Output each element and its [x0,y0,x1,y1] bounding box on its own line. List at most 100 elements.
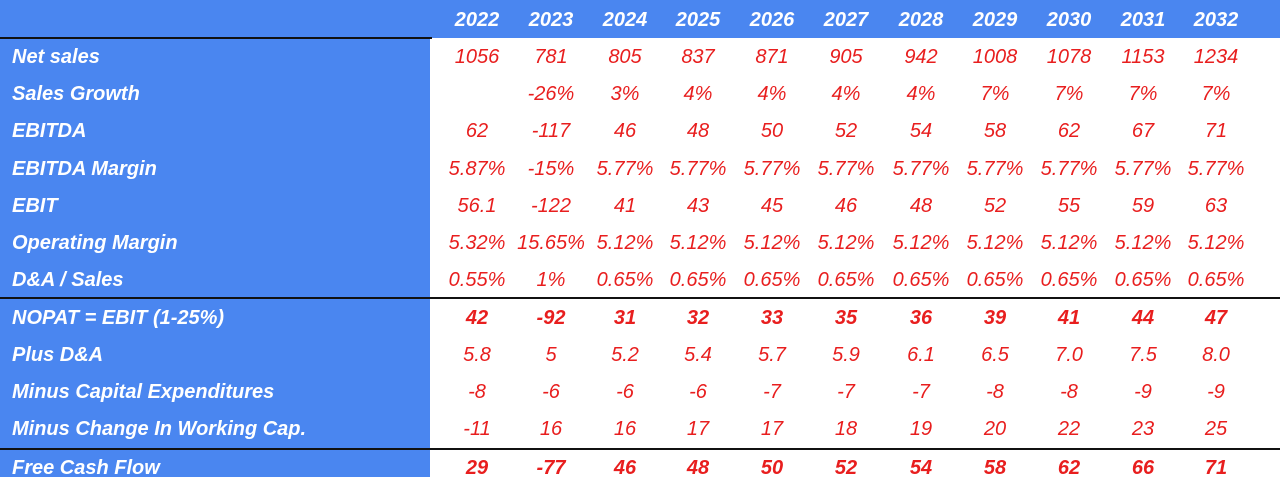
value-cell: -117 [531,120,571,142]
value-cell: -6 [616,381,634,403]
value-cell: 56.1 [457,195,497,217]
value-cell: -77 [536,457,566,477]
value-cell: 45 [760,195,784,217]
value-cell: 55 [1057,195,1081,217]
value-cell: -6 [689,381,707,403]
value-cell: 4% [831,83,861,105]
value-cell: 5.87% [448,158,506,180]
value-cell: 837 [681,46,715,68]
value-cell: 7% [1128,83,1158,105]
value-cell: 5 [545,344,557,366]
value-cell: 16 [539,418,563,440]
value-cell: 7.0 [1055,344,1083,366]
value-cell: 4% [757,83,787,105]
value-cell: 35 [834,307,858,329]
table-row: Sales Growth -26% 3% 4% 4% 4% 4% 7% 7% 7% 7% [0,76,1280,113]
value-cell: 33 [760,307,784,329]
value-cell: 52 [834,457,858,477]
value-cell: 0.65% [1040,269,1098,291]
value-cell: 1056 [454,46,500,68]
value-cell: 1234 [1193,46,1239,68]
value-cell: 1153 [1121,46,1165,68]
value-cell: 59 [1131,195,1155,217]
value-cell: 17 [760,418,784,440]
value-cell: 4% [683,83,713,105]
value-cell: 1008 [972,46,1018,68]
value-cell: 52 [834,120,858,142]
value-cell: 47 [1204,307,1228,329]
value-cell: 42 [465,307,489,329]
value-cell: 5.4 [684,344,712,366]
year-header-cell: 2026 [749,9,795,31]
value-cell: 36 [909,307,933,329]
year-header-cell: 2024 [602,9,648,31]
value-cell: 48 [686,457,710,477]
table-row: Free Cash Flow 29 -77 46 48 50 52 54 58 62 66 71 [0,450,1280,477]
value-cell [440,76,514,113]
year-header-cell: 2029 [972,9,1018,31]
value-cell: -8 [468,381,486,403]
table-row: Net sales 1056 781 805 837 871 905 942 1008 1078 1… [0,39,1280,76]
row-label: D&A / Sales [12,269,124,291]
year-header-cell: 2028 [898,9,944,31]
value-cell: 29 [465,457,489,477]
value-cell: 58 [983,120,1007,142]
value-cell: 905 [829,46,863,68]
table-row: Plus D&A 5.8 5 5.2 5.4 5.7 5.9 6.1 6.5 7.0 7.5 8.0 [0,337,1280,374]
table-row: Operating Margin 5.32% 15.65% 5.12% 5.12% 5.1… [0,225,1280,262]
value-cell: -15% [527,158,575,180]
value-cell: 15.65% [517,232,585,254]
value-cell: 0.65% [1114,269,1172,291]
value-cell: 6.5 [981,344,1009,366]
value-cell: 5.77% [596,158,654,180]
value-cell: 41 [1057,307,1081,329]
row-label: Plus D&A [12,344,104,366]
table-row: EBIT 56.1 -122 41 43 45 46 48 52 55 59 63 [0,188,1280,225]
value-cell: 32 [686,307,710,329]
fcf-divider [0,448,1280,450]
value-cell: 22 [1057,418,1081,440]
value-cell: 5.12% [669,232,727,254]
value-cell: 67 [1131,120,1155,142]
value-cell: 0.65% [669,269,727,291]
value-cell: 54 [909,120,933,142]
value-cell: 5.8 [463,344,491,366]
value-cell: 5.12% [817,232,875,254]
value-cell: 5.77% [1187,158,1245,180]
value-cell: 5.77% [743,158,801,180]
row-label: Minus Capital Expenditures [12,381,275,403]
value-cell: 805 [608,46,642,68]
value-cell: 5.77% [966,158,1024,180]
value-cell: 1% [536,269,566,291]
value-cell: 5.12% [743,232,801,254]
value-cell: -11 [463,418,491,440]
value-cell: 62 [1057,457,1081,477]
value-cell: -7 [837,381,855,403]
value-cell: 63 [1204,195,1228,217]
table-row: Minus Capital Expenditures -8 -6 -6 -6 -7 -7 -7… [0,374,1280,411]
header-divider [0,37,432,39]
value-cell: -9 [1207,381,1225,403]
value-cell: 5.7 [758,344,786,366]
value-cell: -9 [1134,381,1152,403]
value-cell: 5.12% [1114,232,1172,254]
value-cell: -92 [536,307,566,329]
table-row: EBITDA Margin 5.87% -15% 5.77% 5.77% 5.77% 5.7… [0,151,1280,188]
value-cell: 5.77% [1114,158,1172,180]
row-label: Operating Margin [12,232,178,254]
row-label: EBITDA [12,120,87,142]
value-cell: 8.0 [1202,344,1230,366]
table-row: NOPAT = EBIT (1-25%) 42 -92 31 32 33 35 36 39 41 4… [0,300,1280,337]
value-cell: -26% [527,83,575,105]
value-cell: 18 [834,418,858,440]
value-cell: 0.65% [1187,269,1245,291]
value-cell: -8 [986,381,1004,403]
year-header-cell: 2027 [823,9,869,31]
value-cell: 17 [686,418,710,440]
table-row: EBITDA 62 -117 46 48 50 52 54 58 62 67 71 [0,113,1280,150]
value-cell: 54 [909,457,933,477]
value-cell: 43 [686,195,710,217]
row-label: Minus Change In Working Cap. [12,418,307,440]
value-cell: 5.77% [817,158,875,180]
